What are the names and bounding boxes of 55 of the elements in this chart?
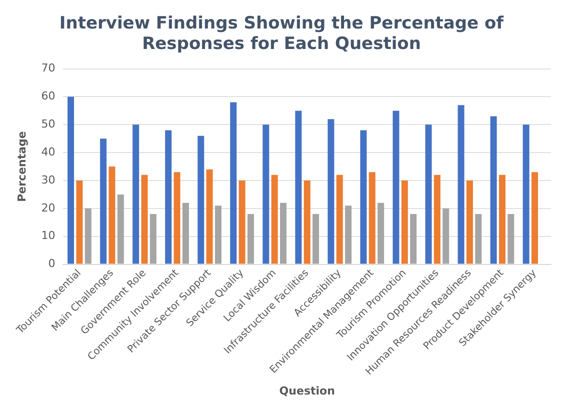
bar: [360, 130, 367, 264]
x-axis-title: Question: [279, 384, 335, 398]
bar: [434, 174, 440, 264]
bar: [247, 214, 254, 264]
y-tick-label: 40: [41, 145, 56, 158]
bar: [498, 174, 506, 264]
bar: [182, 202, 189, 264]
bar: [508, 214, 514, 264]
bar: [410, 214, 417, 264]
bar: [392, 110, 400, 264]
y-tick-label: 70: [41, 62, 56, 75]
bar: [108, 166, 116, 264]
bar: [466, 180, 473, 264]
y-tick-label: 60: [41, 90, 56, 103]
bar: [68, 96, 74, 264]
bar: [214, 206, 222, 264]
y-tick-label: 0: [48, 257, 56, 270]
bar: [132, 124, 140, 264]
bar: [401, 180, 408, 264]
bar: [368, 172, 376, 264]
y-tick-label: 30: [41, 173, 56, 186]
bar: [238, 180, 246, 264]
bar: [150, 214, 156, 264]
bar: [522, 124, 530, 264]
bar: [230, 102, 237, 264]
bar: [328, 119, 334, 264]
y-axis-title: Percentage: [15, 131, 28, 202]
y-tick-label: 20: [41, 201, 56, 214]
bar: [425, 124, 432, 264]
bar: [304, 180, 310, 264]
y-tick-label: 10: [41, 229, 56, 242]
bar: [280, 202, 287, 264]
bar: [206, 169, 213, 264]
bar: [345, 206, 352, 264]
chart-title: Interview Findings Showing the Percentage of Responses for Each Question: [59, 14, 504, 54]
bar: [262, 124, 270, 264]
bar: [531, 172, 538, 264]
bar: [100, 138, 107, 264]
bar: [295, 110, 302, 264]
bar: [312, 214, 320, 264]
bar: [117, 194, 124, 264]
bar: [475, 214, 482, 264]
bar: [84, 208, 92, 264]
bar: [458, 105, 464, 264]
y-tick-label: 50: [41, 118, 56, 131]
bar: [442, 208, 450, 264]
bar: [141, 174, 148, 264]
bar: [336, 174, 343, 264]
bar: [378, 202, 384, 264]
bar: [198, 136, 204, 264]
bar: [76, 180, 83, 264]
bar: [174, 172, 180, 264]
bar: [271, 174, 278, 264]
bar: [490, 116, 497, 264]
bar: [165, 130, 172, 264]
